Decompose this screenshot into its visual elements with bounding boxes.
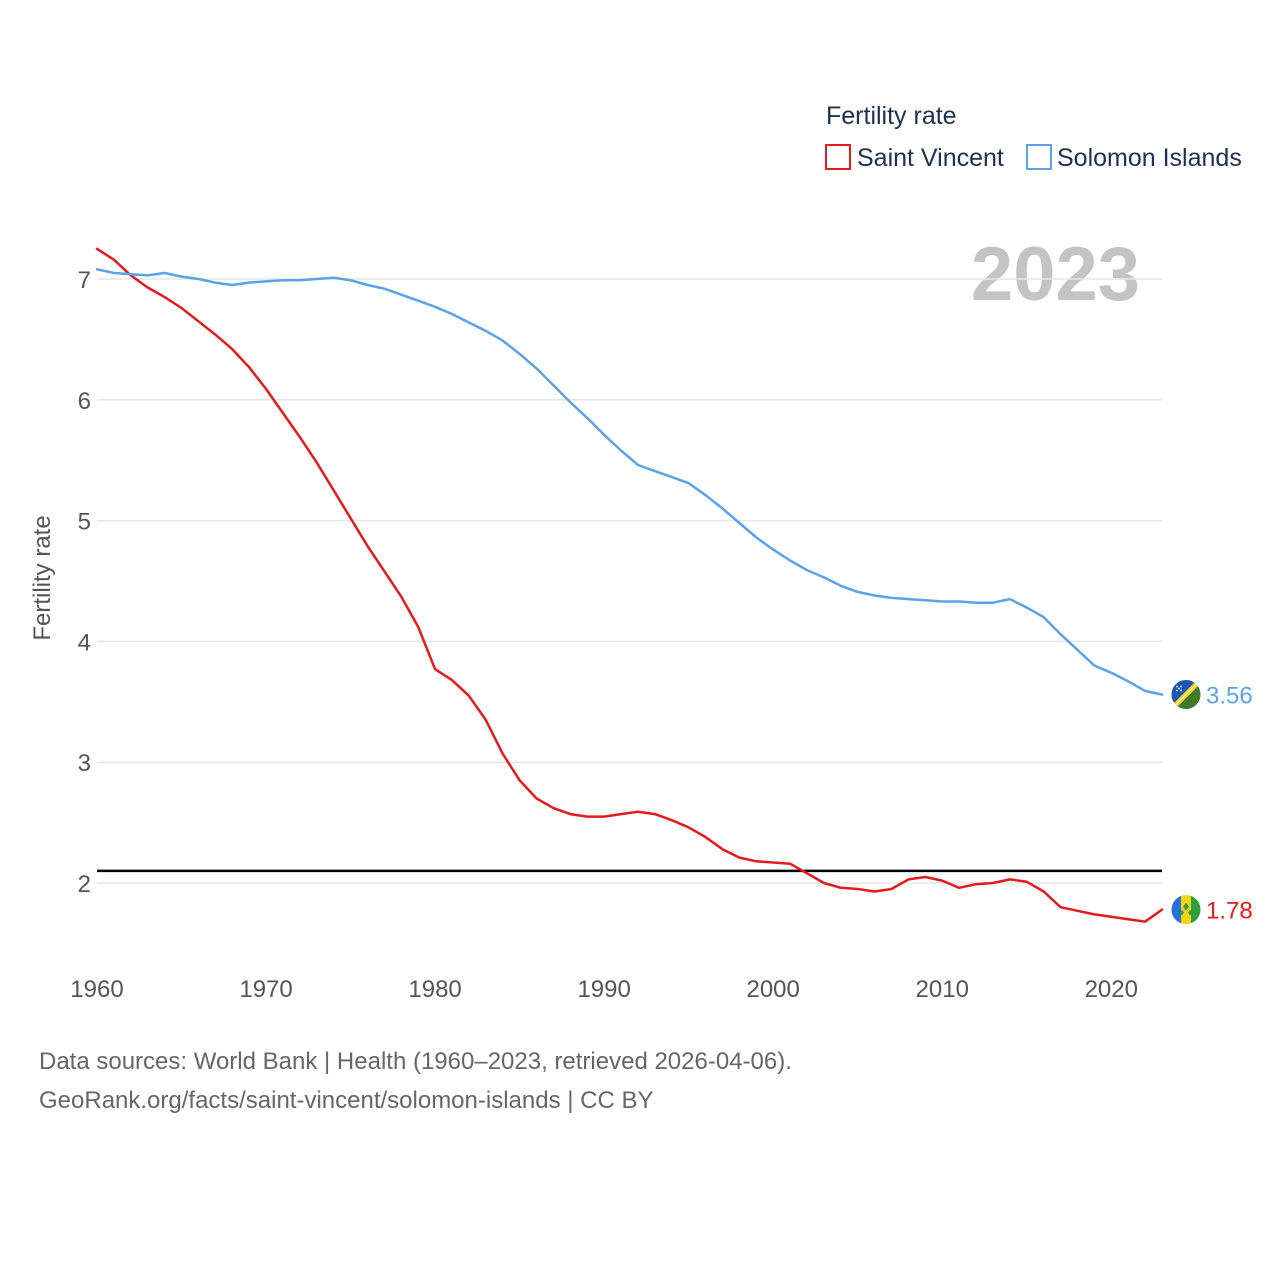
y-tick-label-6: 6	[78, 388, 91, 415]
solomon-islands-flag-icon	[1170, 679, 1202, 711]
y-tick-label-4: 4	[78, 629, 91, 656]
y-tick-label-2: 2	[78, 871, 91, 898]
gridlines	[97, 278, 1162, 884]
x-tick-label-1990: 1990	[577, 976, 630, 1003]
axis-ticks: 2 3 4 5 6 7 1960 1970 1980 1990 2000 2010 2020	[70, 267, 1138, 1003]
legend-label-solomon-islands: Solomon Islands	[1057, 144, 1242, 172]
series-lines	[95, 247, 1164, 923]
end-value-label-solomon-islands: 3.56	[1206, 683, 1253, 710]
series-line-solomon-islands[interactable]	[95, 268, 1164, 696]
x-tick-label-1980: 1980	[408, 976, 461, 1003]
x-tick-label-2010: 2010	[916, 976, 969, 1003]
legend-title: Fertility rate	[826, 102, 957, 130]
legend-swatch-solomon-islands	[1026, 144, 1052, 170]
x-tick-label-1960: 1960	[70, 976, 123, 1003]
legend-item-solomon-islands[interactable]: Solomon Islands	[1026, 144, 1242, 172]
y-axis-title: Fertility rate	[29, 515, 56, 640]
y-tick-label-3: 3	[78, 750, 91, 777]
y-tick-label-5: 5	[78, 509, 91, 536]
end-markers: 1.78 3.56	[1170, 679, 1253, 926]
chart-footer: Data sources: World Bank | Health (1960–…	[39, 1042, 1239, 1120]
legend: Fertility rate Saint Vincent Solomon Isl…	[825, 102, 1242, 172]
legend-label-saint-vincent: Saint Vincent	[857, 144, 1004, 172]
series-line-saint-vincent[interactable]	[95, 247, 1164, 923]
current-year-label: 2023	[971, 232, 1140, 317]
x-tick-label-2020: 2020	[1085, 976, 1138, 1003]
data-sources-note: Data sources: World Bank | Health (1960–…	[39, 1048, 792, 1075]
x-tick-label-2000: 2000	[746, 976, 799, 1003]
saint-vincent-flag-icon	[1170, 894, 1202, 926]
y-tick-label-7: 7	[78, 267, 91, 294]
legend-item-saint-vincent[interactable]: Saint Vincent	[825, 144, 1004, 172]
legend-swatch-saint-vincent	[825, 144, 851, 170]
credit-note[interactable]: GeoRank.org/facts/saint-vincent/solomon-…	[39, 1087, 654, 1114]
end-value-label-saint-vincent: 1.78	[1206, 898, 1253, 925]
x-tick-label-1970: 1970	[239, 976, 292, 1003]
